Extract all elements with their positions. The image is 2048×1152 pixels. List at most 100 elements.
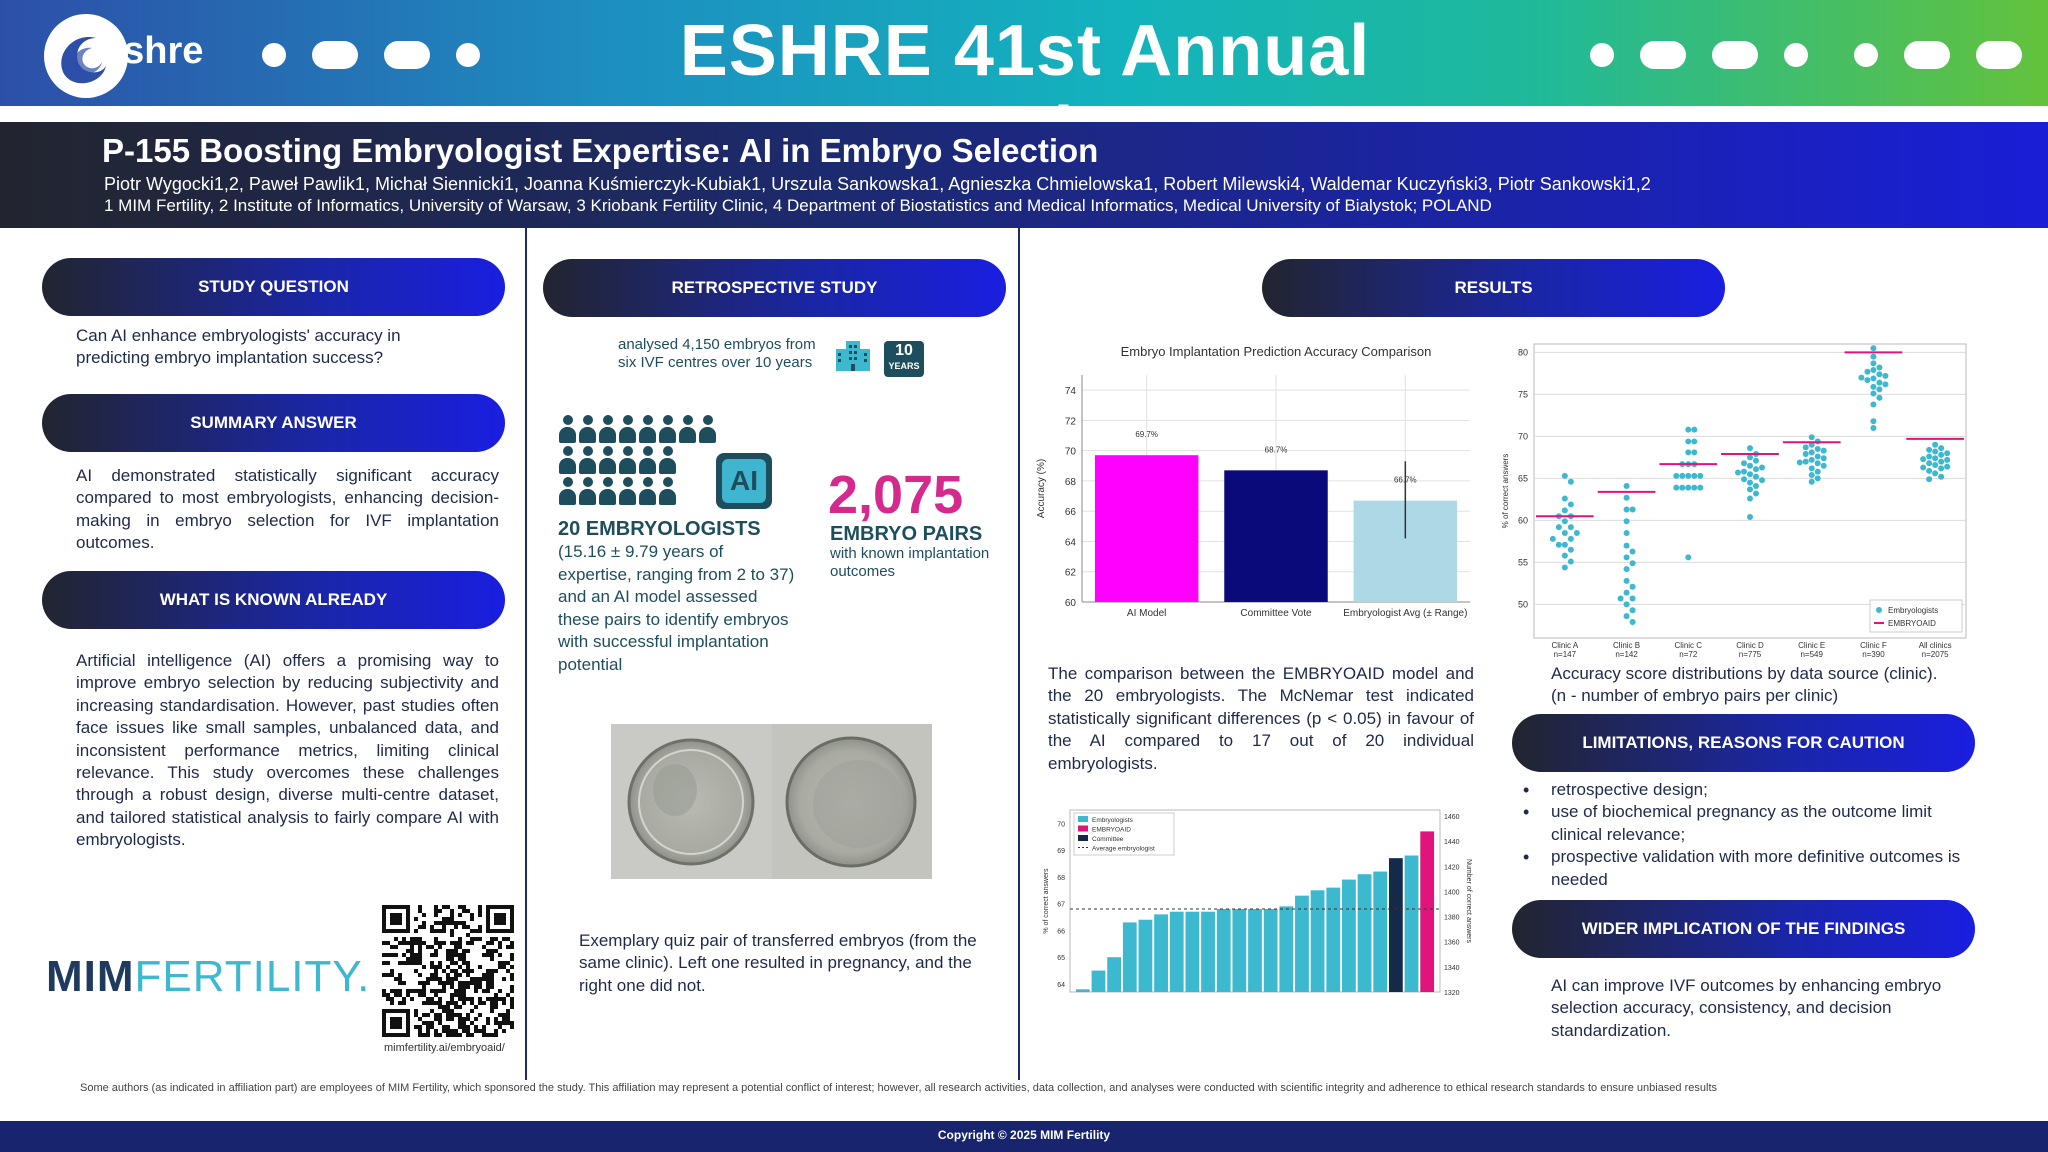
qr-module (422, 1001, 426, 1005)
y-tick-label: 67 (1057, 902, 1065, 909)
qr-url[interactable]: mimfertility.ai/embryoaid/ (384, 1042, 505, 1054)
qr-module (462, 1021, 466, 1025)
qr-module (486, 941, 490, 945)
qr-module (454, 1005, 458, 1009)
embryologist-point (1567, 501, 1574, 508)
qr-module (446, 977, 450, 981)
qr-module (502, 1001, 506, 1005)
qr-module (422, 993, 426, 997)
qr-module (418, 989, 422, 993)
qr-module (446, 965, 450, 969)
embryologist-point (1735, 469, 1741, 476)
embryologist-point (1629, 506, 1636, 513)
qr-module (466, 1017, 470, 1021)
person-icon (558, 446, 577, 476)
embryologist-point (1623, 494, 1630, 501)
bar (1388, 858, 1403, 992)
qr-module (418, 937, 422, 941)
qr-module (390, 945, 394, 949)
bar (1216, 909, 1231, 992)
qr-module (498, 941, 502, 945)
qr-module (410, 997, 414, 1001)
qr-module (454, 1029, 458, 1033)
qr-module (482, 977, 486, 981)
embryologist-point (1623, 601, 1630, 608)
qr-module (462, 957, 466, 961)
copyright: Copyright © 2025 MIM Fertility (937, 1128, 1111, 1142)
embryologists-description: (15.16 ± 9.79 years of expertise, rangin… (558, 542, 795, 674)
qr-module (450, 1013, 454, 1017)
embryologist-point (1944, 456, 1951, 463)
qr-module (418, 1017, 422, 1021)
qr-module (434, 937, 438, 941)
qr-module (418, 957, 422, 961)
qr-module (474, 989, 478, 993)
y-right-tick-label: 1380 (1444, 915, 1460, 922)
qr-module (410, 949, 414, 953)
x-tick-sublabel: n=549 (1800, 650, 1823, 659)
qr-module (414, 917, 418, 921)
x-tick-label: Clinic E (1798, 641, 1825, 650)
qr-module (450, 985, 454, 989)
qr-module (466, 961, 470, 965)
embryologist-point (1759, 464, 1765, 471)
qr-module (418, 993, 422, 997)
qr-module (482, 989, 486, 993)
embryologist-point (1673, 472, 1680, 479)
qr-module (474, 1029, 478, 1033)
qr-module (406, 989, 410, 993)
embryologist-point (1691, 484, 1698, 491)
embryologist-point (1759, 477, 1765, 484)
qr-module (446, 1009, 450, 1013)
qr-module (430, 929, 434, 933)
x-tick-sublabel: n=775 (1739, 650, 1762, 659)
x-tick-label: Clinic D (1736, 641, 1764, 650)
person-icon (658, 477, 677, 507)
qr-module (442, 941, 446, 945)
qr-module (410, 957, 414, 961)
bar (1295, 895, 1309, 992)
embryologist-point (1870, 375, 1877, 382)
qr-module (458, 993, 462, 997)
qr-module (422, 965, 426, 969)
qr-module (418, 941, 422, 945)
embryologist-point (1926, 476, 1933, 483)
embryologist-point (1802, 451, 1809, 458)
embryologist-point (1808, 478, 1815, 485)
legend-label: Embryologists (1888, 606, 1938, 615)
y-right-tick-label: 1340 (1444, 965, 1460, 972)
person-icon (618, 415, 637, 445)
qr-module (450, 929, 454, 933)
qr-module (418, 925, 422, 929)
qr-module (478, 1001, 482, 1005)
bar (1279, 906, 1294, 992)
qr-module (466, 969, 470, 973)
qr-code-icon[interactable] (382, 905, 514, 1037)
person-icon (658, 415, 677, 445)
qr-module (486, 997, 490, 1001)
qr-module (394, 993, 398, 997)
retrospective-header: RETROSPECTIVE STUDY (543, 259, 1006, 317)
legend-marker (1078, 835, 1088, 841)
qr-module (482, 973, 486, 977)
qr-module (466, 933, 470, 937)
qr-module (506, 945, 510, 949)
qr-module (418, 905, 422, 909)
bar-value-label: 68.7% (1265, 445, 1288, 454)
embryologist-point (1926, 446, 1933, 453)
qr-module (506, 961, 510, 965)
qr-module (410, 953, 414, 957)
hospital-building-icon (834, 339, 872, 373)
embryologist-point (1567, 546, 1574, 553)
qr-module (422, 989, 426, 993)
person-icon (578, 477, 597, 507)
legend-label: EMBRYOAID (1092, 827, 1131, 834)
qr-module (450, 949, 454, 953)
clinic-distribution-chart: 50 55 60 65 70 75 80 % of correct answers Clinic… (1501, 343, 1967, 659)
qr-module (486, 1021, 490, 1025)
qr-module (450, 917, 454, 921)
qr-module (446, 905, 450, 909)
qr-module (418, 1025, 422, 1029)
y-tick-label: 60 (1518, 515, 1528, 525)
qr-finder (382, 905, 410, 933)
